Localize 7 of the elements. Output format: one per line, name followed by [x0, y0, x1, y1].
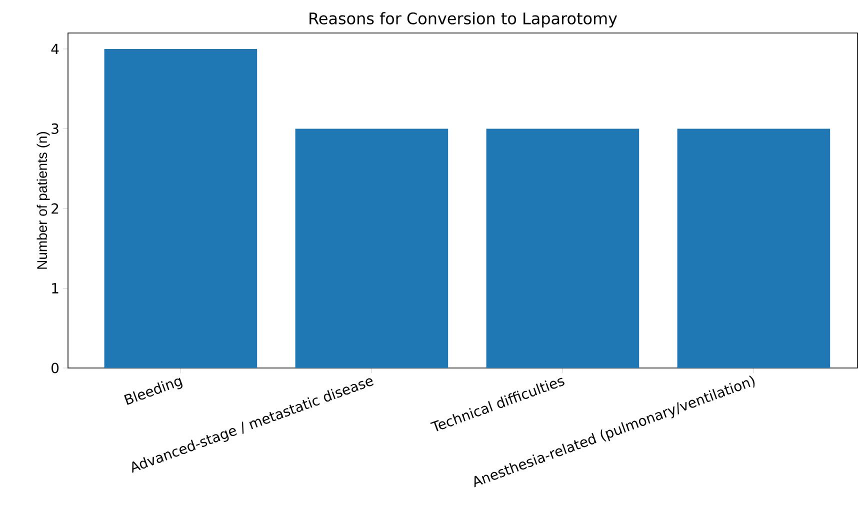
- y-tick-label: 3: [52, 123, 58, 134]
- y-tick-label: 2: [52, 203, 58, 214]
- y-tick-label: 4: [51, 44, 59, 54]
- y-tick-label: 0: [52, 362, 59, 374]
- chart-title: Reasons for Conversion to Laparotomy: [310, 12, 618, 28]
- y-axis-title: Number of patients (n): [36, 132, 50, 269]
- y-tick-label: 1: [52, 283, 58, 294]
